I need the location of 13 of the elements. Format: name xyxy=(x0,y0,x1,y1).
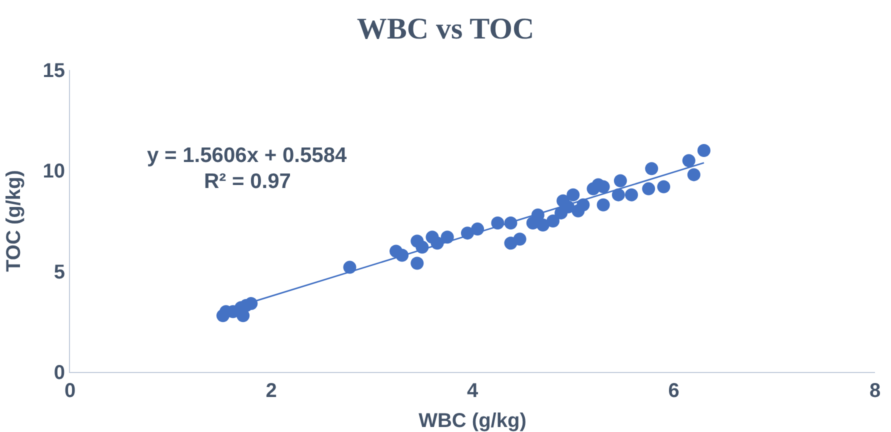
annotation: R² = 0.97 xyxy=(204,170,291,193)
x-tick-label: 8 xyxy=(869,380,881,402)
y-tick-label: 5 xyxy=(54,261,65,284)
x-tick-label: 4 xyxy=(466,380,479,402)
x-tick-label: 6 xyxy=(668,380,680,402)
x-axis-title: WBC (g/kg) xyxy=(418,410,526,432)
y-tick-label: 0 xyxy=(54,362,65,384)
x-tick-label: 2 xyxy=(266,380,277,402)
chart-title: WBC vs TOC xyxy=(356,12,534,46)
y-axis-title: TOC (g/kg) xyxy=(3,170,25,272)
annotation: y = 1.5606x + 0.5584 xyxy=(147,144,348,167)
y-tick-label: 15 xyxy=(42,60,65,82)
y-tick-label: 10 xyxy=(42,160,65,183)
